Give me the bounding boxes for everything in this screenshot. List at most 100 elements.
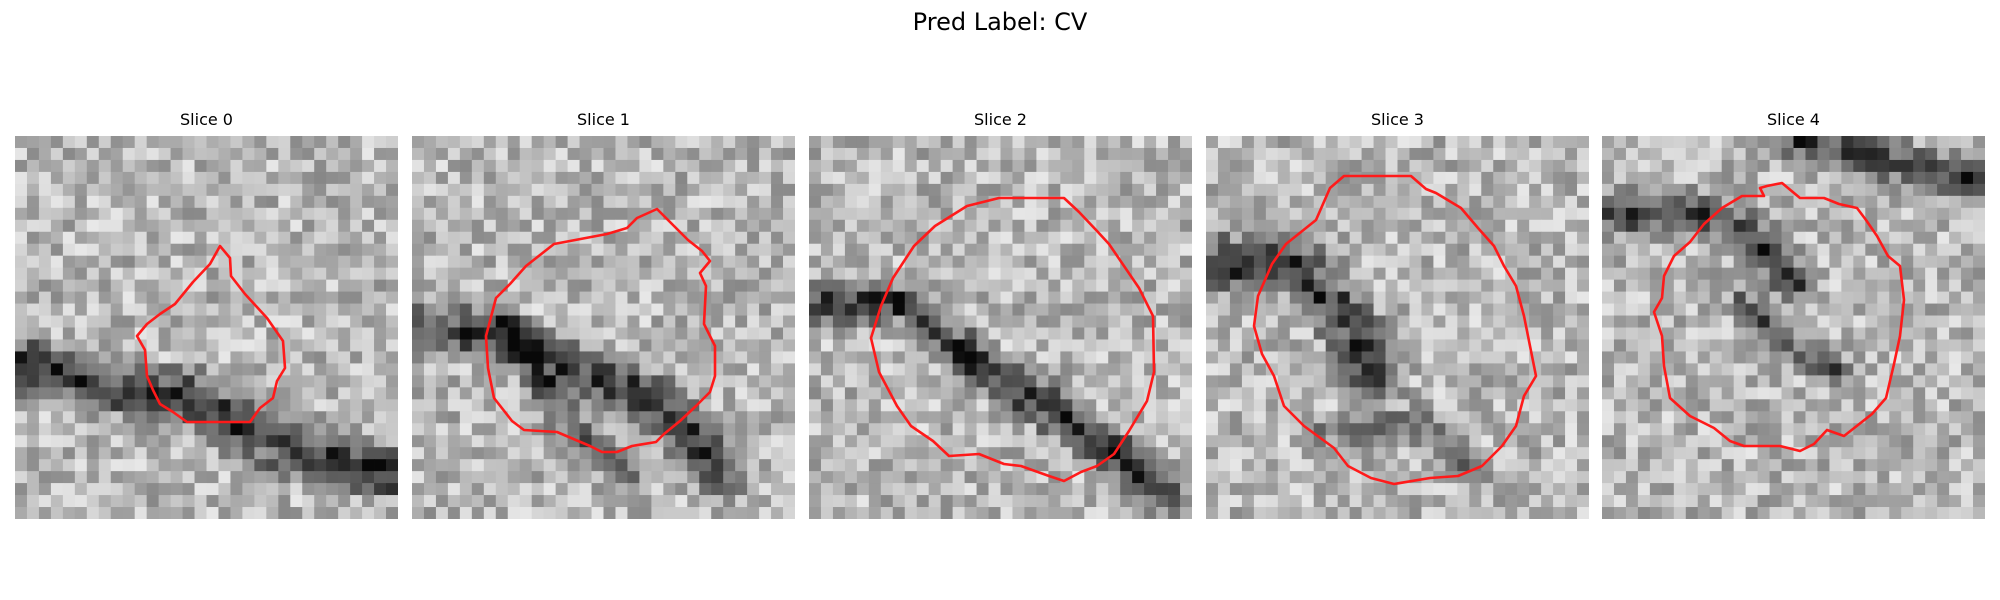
noise-pixel [1144, 159, 1157, 173]
noise-pixel [699, 423, 712, 436]
noise-pixel [1349, 447, 1362, 460]
noise-pixel [952, 183, 965, 197]
noise-pixel [699, 447, 712, 460]
noise-pixel [1733, 159, 1747, 173]
noise-pixel [1265, 136, 1279, 149]
noise-pixel [110, 255, 124, 269]
noise-pixel [783, 159, 795, 173]
noise-pixel [1036, 171, 1049, 185]
noise-pixel [194, 363, 207, 376]
noise-pixel [122, 207, 136, 221]
noise-pixel [555, 243, 568, 257]
noise-pixel [1421, 231, 1434, 245]
noise-pixel [747, 363, 760, 376]
noise-pixel [1685, 459, 1699, 472]
noise-pixel [230, 375, 243, 388]
noise-pixel [1433, 303, 1446, 316]
noise-pixel [1577, 435, 1589, 448]
noise-pixel [1144, 483, 1157, 496]
noise-pixel [916, 291, 930, 304]
noise-pixel [86, 315, 100, 328]
noise-pixel [50, 267, 64, 281]
noise-pixel [627, 171, 640, 185]
noise-pixel [783, 363, 795, 376]
noise-pixel [1541, 435, 1554, 448]
noise-pixel [1781, 171, 1794, 185]
noise-pixel [435, 351, 449, 364]
noise-pixel [326, 459, 339, 472]
noise-pixel [567, 483, 580, 496]
noise-pixel [940, 231, 954, 245]
noise-pixel [832, 147, 846, 161]
noise-pixel [26, 219, 40, 233]
noise-pixel [832, 303, 846, 316]
noise-pixel [1733, 291, 1747, 304]
noise-pixel [1745, 267, 1758, 281]
noise-pixel [1277, 171, 1291, 185]
noise-pixel [62, 483, 76, 496]
noise-pixel [555, 195, 568, 209]
noise-pixel [86, 159, 100, 173]
noise-pixel [1757, 423, 1770, 436]
noise-pixel [964, 255, 977, 269]
noise-pixel [1084, 435, 1097, 448]
noise-pixel [170, 195, 183, 209]
noise-pixel [1529, 267, 1542, 281]
noise-pixel [1108, 423, 1121, 436]
noise-pixel [1577, 147, 1589, 161]
noise-pixel [206, 315, 219, 328]
noise-pixel [1913, 339, 1926, 352]
noise-pixel [1817, 136, 1830, 149]
noise-pixel [1445, 279, 1458, 292]
noise-pixel [194, 159, 207, 173]
noise-pixel [832, 435, 846, 448]
noise-pixel [1937, 243, 1950, 257]
noise-pixel [639, 375, 652, 388]
noise-pixel [278, 387, 291, 400]
noise-pixel [62, 495, 76, 508]
noise-pixel [856, 207, 870, 221]
noise-pixel [1745, 171, 1758, 185]
noise-pixel [1144, 171, 1157, 185]
noise-pixel [543, 483, 557, 496]
noise-pixel [1265, 411, 1279, 424]
noise-pixel [1132, 387, 1145, 400]
noise-pixel [1721, 171, 1735, 185]
noise-pixel [1180, 483, 1192, 496]
noise-pixel [699, 136, 712, 149]
noise-pixel [675, 375, 688, 388]
noise-pixel [1325, 339, 1339, 352]
noise-pixel [1325, 279, 1339, 292]
noise-pixel [38, 363, 52, 376]
noise-pixel [98, 339, 112, 352]
noise-pixel [350, 375, 363, 388]
noise-pixel [1505, 315, 1518, 328]
noise-pixel [711, 303, 724, 316]
noise-pixel [579, 447, 592, 460]
noise-pixel [1781, 315, 1794, 328]
noise-pixel [1325, 507, 1339, 519]
noise-pixel [603, 327, 616, 340]
noise-pixel [314, 171, 327, 185]
noise-pixel [1229, 411, 1243, 424]
noise-pixel [278, 243, 291, 257]
noise-pixel [1565, 507, 1578, 519]
noise-pixel [278, 195, 291, 209]
noise-pixel [1685, 219, 1699, 233]
noise-pixel [952, 159, 965, 173]
noise-pixel [1241, 147, 1255, 161]
noise-pixel [206, 136, 219, 149]
noise-pixel [1253, 507, 1267, 519]
noise-pixel [1613, 423, 1627, 436]
noise-pixel [459, 363, 473, 376]
noise-pixel [1913, 411, 1926, 424]
noise-pixel [1673, 279, 1687, 292]
noise-pixel [1120, 495, 1133, 508]
noise-pixel [964, 327, 977, 340]
noise-pixel [1168, 399, 1181, 412]
noise-pixel [880, 231, 894, 245]
noise-pixel [206, 423, 219, 436]
noise-pixel [928, 183, 942, 197]
noise-pixel [1505, 207, 1518, 221]
noise-pixel [1060, 267, 1073, 281]
